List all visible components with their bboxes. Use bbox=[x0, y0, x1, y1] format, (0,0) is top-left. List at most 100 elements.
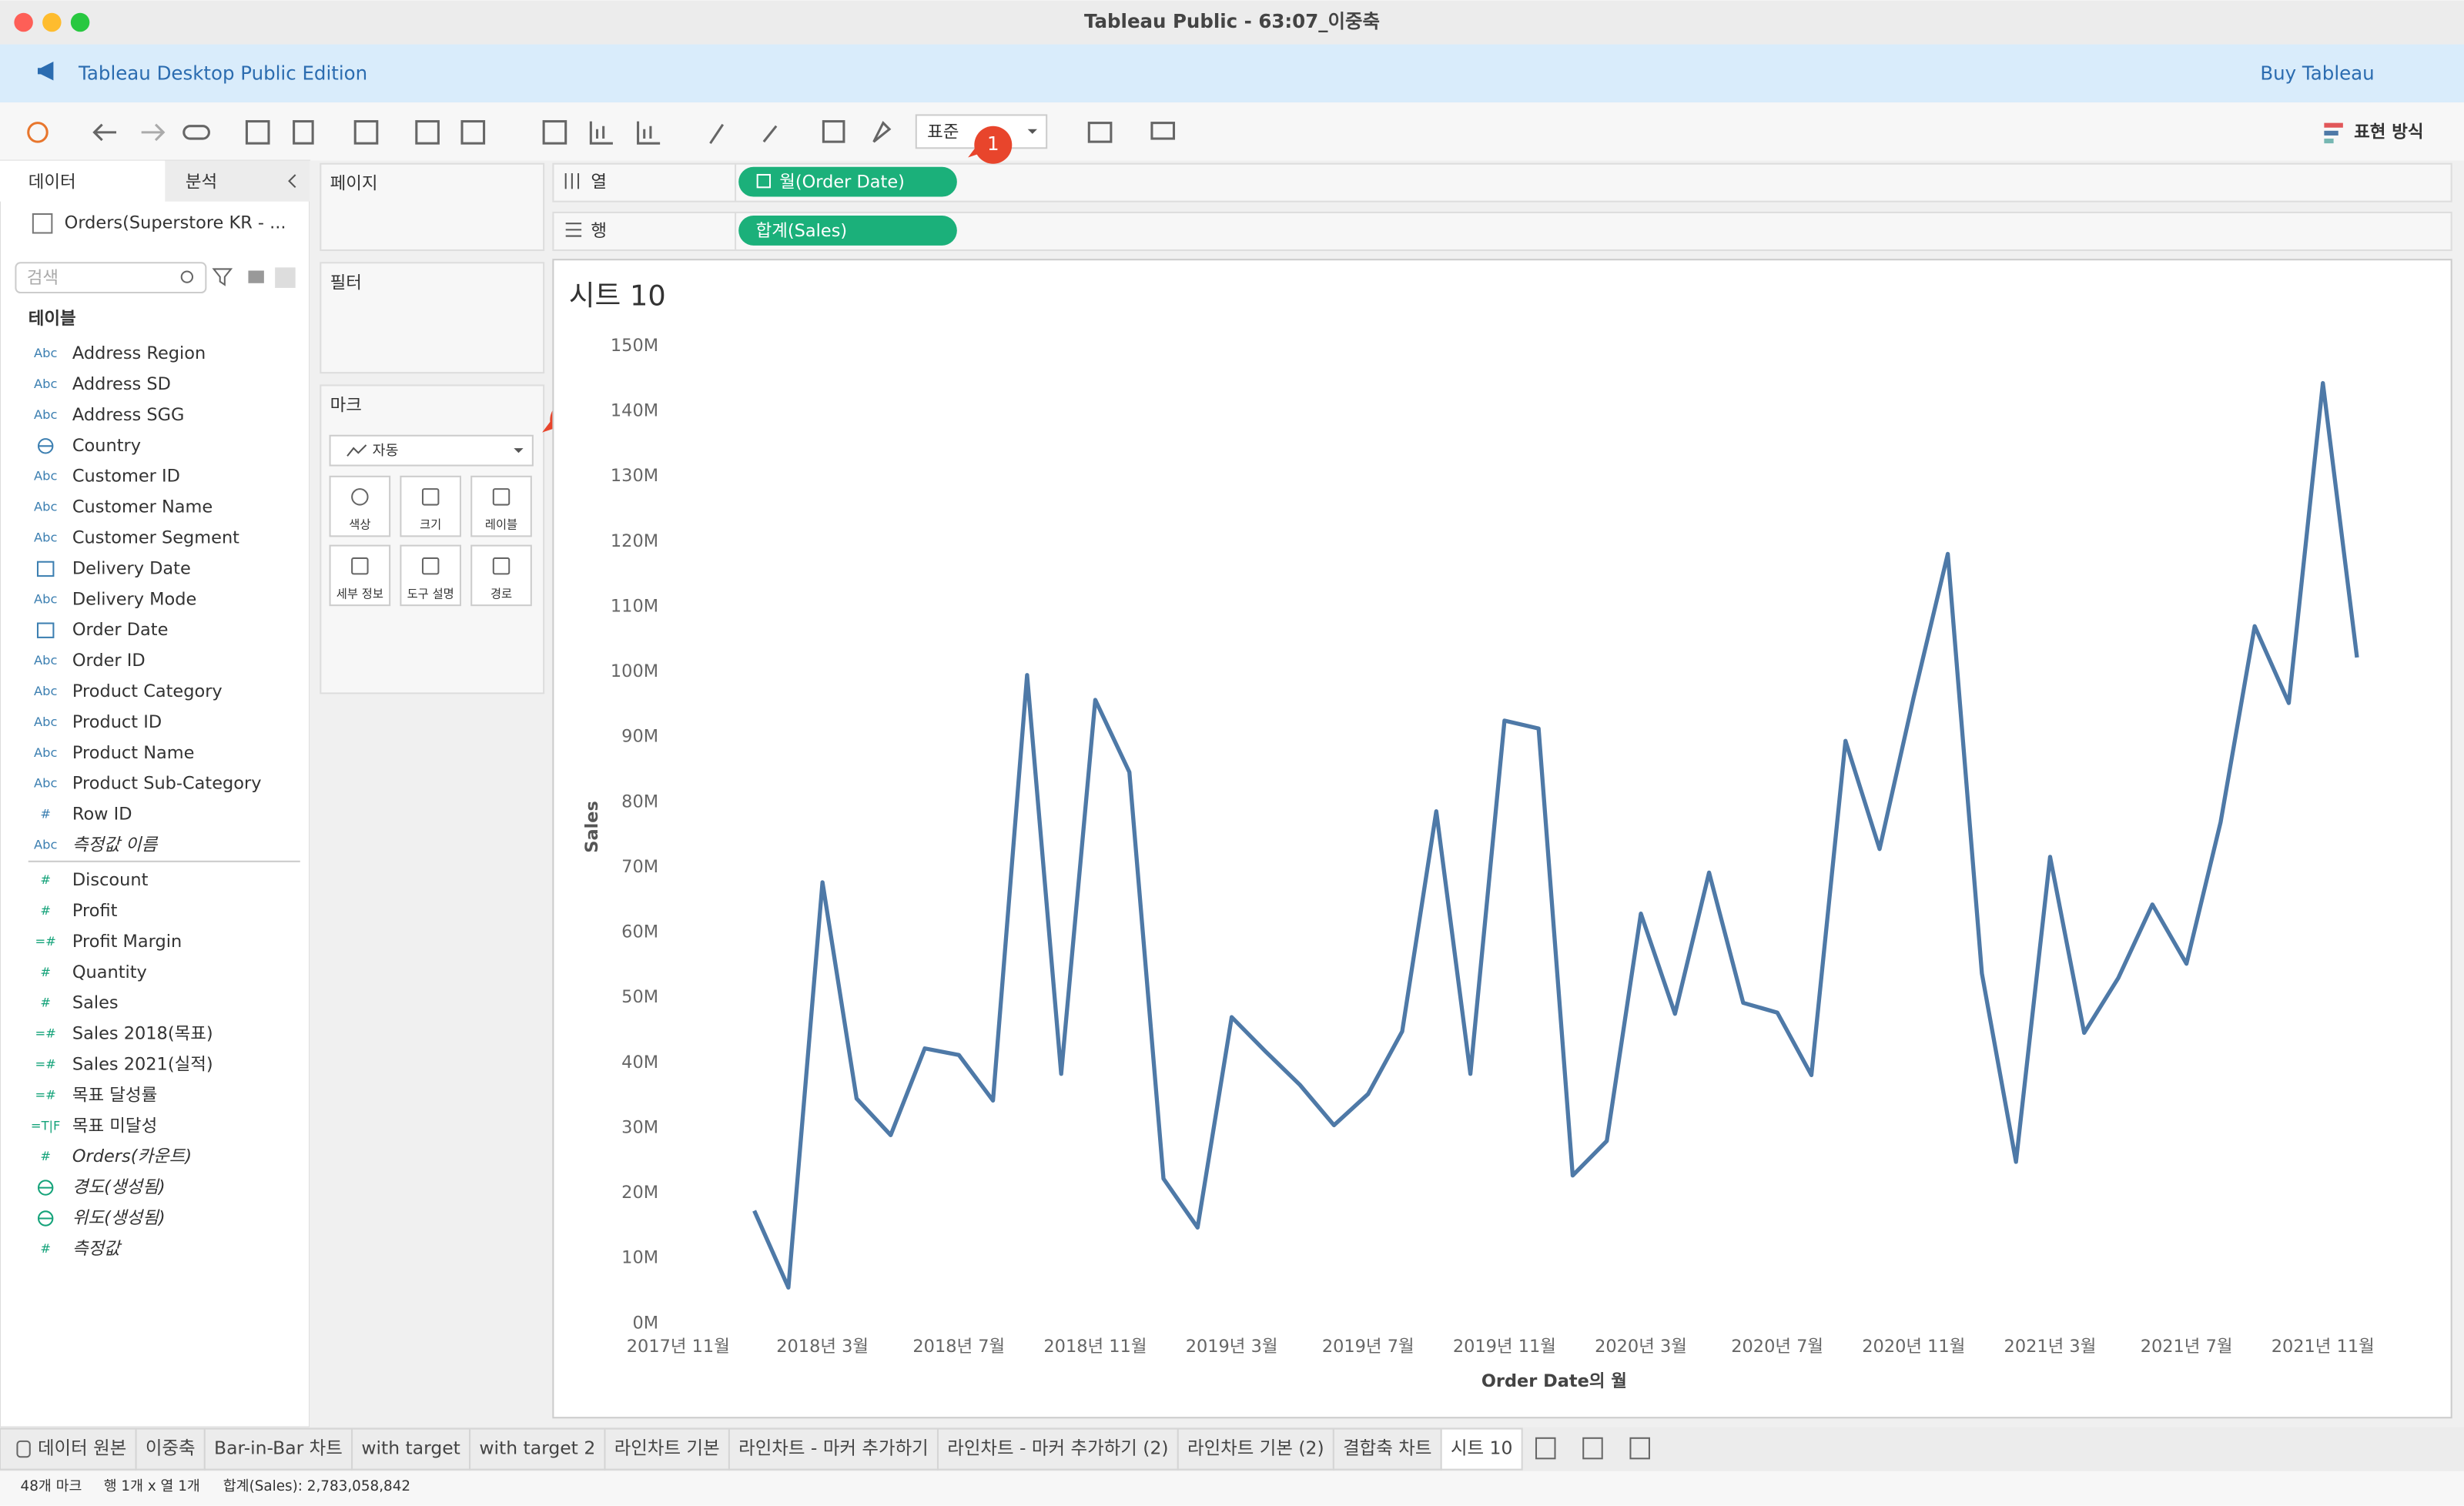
field-name[interactable]: Product Category bbox=[72, 681, 223, 701]
field-name[interactable]: Sales 2018(목표) bbox=[72, 1024, 213, 1044]
mark-type-dropdown[interactable] bbox=[329, 434, 534, 467]
callout-number: 1 bbox=[987, 132, 999, 155]
field-name[interactable]: Orders(카운트) bbox=[72, 1146, 192, 1166]
mark-card[interactable] bbox=[329, 544, 391, 607]
field-name[interactable]: Address SGG bbox=[72, 405, 185, 425]
field-icon: # bbox=[40, 903, 51, 918]
sheet-tab[interactable] bbox=[469, 1427, 606, 1471]
mark-card[interactable] bbox=[329, 475, 391, 537]
field-name[interactable]: Profit Margin bbox=[72, 932, 182, 952]
y-tick-label: 130M bbox=[611, 466, 658, 486]
field-name[interactable]: 목표 미달성 bbox=[72, 1116, 157, 1136]
column-pill[interactable] bbox=[738, 166, 957, 197]
field-name[interactable]: Country bbox=[72, 436, 141, 456]
x-tick-label: 2019년 3월 bbox=[1186, 1337, 1278, 1357]
sheet-tab-label: 라인차트 기본 (2) bbox=[1187, 1437, 1324, 1459]
field-icon: # bbox=[40, 965, 51, 979]
field-icon: # bbox=[40, 1149, 51, 1163]
field-name[interactable]: Customer Name bbox=[72, 497, 213, 517]
y-tick-label: 10M bbox=[621, 1248, 658, 1268]
analysis-tab-bg bbox=[165, 160, 310, 202]
new-sheet-button[interactable] bbox=[1582, 1437, 1603, 1460]
field-name[interactable]: 측정값 bbox=[72, 1239, 122, 1259]
sheet-tab[interactable] bbox=[728, 1427, 939, 1471]
pages-title: 페이지 bbox=[330, 174, 378, 194]
search-icon bbox=[180, 270, 194, 283]
field-icon: Abc bbox=[34, 407, 57, 422]
sheet-tab[interactable] bbox=[351, 1427, 471, 1471]
mark-card-label: 세부 정보 bbox=[336, 587, 383, 601]
x-tick-label: 2020년 11월 bbox=[1862, 1337, 1965, 1357]
buy-link[interactable]: Buy Tableau bbox=[2260, 62, 2374, 84]
row-pill[interactable] bbox=[738, 216, 957, 246]
status-dims: 행 1개 x 열 1개 bbox=[104, 1478, 200, 1494]
show-me[interactable]: 표현 방식 bbox=[2354, 122, 2423, 142]
sheet-tab[interactable] bbox=[1332, 1427, 1442, 1471]
zoom-button[interactable] bbox=[70, 12, 90, 32]
field-name[interactable]: Address SD bbox=[72, 374, 171, 394]
field-icon: Abc bbox=[34, 346, 57, 360]
field-name[interactable]: Delivery Mode bbox=[72, 589, 196, 609]
mark-card[interactable] bbox=[400, 544, 461, 607]
date-icon bbox=[36, 561, 55, 577]
close-button[interactable] bbox=[14, 12, 33, 32]
field-name[interactable]: Product ID bbox=[72, 712, 162, 732]
field-name[interactable]: Product Name bbox=[72, 743, 195, 763]
field-icon: =# bbox=[35, 1087, 56, 1102]
field-name[interactable]: Delivery Date bbox=[72, 558, 191, 578]
status-bar bbox=[0, 1471, 2464, 1506]
mark-card[interactable] bbox=[400, 475, 461, 537]
field-name[interactable]: 위도(생성됨) bbox=[72, 1208, 166, 1228]
search-box[interactable] bbox=[15, 262, 207, 294]
minimize-button[interactable] bbox=[42, 12, 62, 32]
sheet-tab[interactable] bbox=[1440, 1427, 1523, 1471]
x-axis-start-label: 2017년 11월 bbox=[627, 1337, 730, 1357]
field-icon: Abc bbox=[34, 530, 57, 545]
field-name[interactable]: Order Date bbox=[72, 620, 169, 640]
sheet-tab-label: 이중축 bbox=[146, 1437, 196, 1459]
new-sheet-button[interactable] bbox=[1629, 1437, 1650, 1460]
sheet-tab[interactable] bbox=[1177, 1427, 1334, 1471]
field-name[interactable]: Discount bbox=[72, 870, 149, 890]
analysis-tab[interactable]: 분석 bbox=[186, 172, 217, 192]
new-sheet-button[interactable] bbox=[1535, 1437, 1556, 1460]
field-name[interactable]: Product Sub-Category bbox=[72, 774, 262, 794]
field-name[interactable]: Quantity bbox=[72, 962, 147, 982]
field-icon: Abc bbox=[34, 776, 57, 791]
mark-card-label: 색상 bbox=[349, 518, 370, 532]
marks-card bbox=[320, 384, 545, 694]
field-name[interactable]: 경도(생성됨) bbox=[72, 1177, 166, 1197]
field-name[interactable]: Row ID bbox=[72, 805, 132, 825]
sheet-tab[interactable] bbox=[604, 1427, 730, 1471]
field-name[interactable]: Order ID bbox=[72, 651, 146, 671]
field-name[interactable]: Sales 2021(실적) bbox=[72, 1055, 213, 1075]
data-tab[interactable]: 데이터 bbox=[28, 172, 76, 192]
field-name[interactable]: 측정값 이름 bbox=[72, 835, 159, 855]
data-source[interactable]: Orders(Superstore KR - ... bbox=[65, 213, 286, 233]
view-dropdown[interactable] bbox=[275, 267, 296, 288]
mark-card[interactable] bbox=[470, 544, 532, 607]
field-name[interactable]: Customer ID bbox=[72, 467, 180, 487]
field-name[interactable]: Address Region bbox=[72, 343, 206, 363]
filter-icon[interactable] bbox=[212, 268, 233, 286]
field-name[interactable]: Sales bbox=[72, 993, 119, 1013]
mark-card-icon bbox=[421, 557, 440, 575]
sheet-tab-label: with target 2 bbox=[479, 1437, 595, 1459]
y-tick-label: 140M bbox=[611, 401, 658, 421]
field-name[interactable]: Profit bbox=[72, 901, 118, 921]
view-icon[interactable] bbox=[248, 270, 264, 283]
y-tick-label: 20M bbox=[621, 1183, 658, 1203]
field-name[interactable]: Customer Segment bbox=[72, 528, 239, 548]
sheet-tab[interactable] bbox=[135, 1427, 206, 1471]
collapse-arrow[interactable] bbox=[288, 174, 296, 189]
sheet-tab-label: with target bbox=[361, 1437, 460, 1459]
x-tick-label: 2018년 11월 bbox=[1043, 1337, 1147, 1357]
field-icon: =# bbox=[35, 934, 56, 949]
mark-card-icon bbox=[351, 557, 369, 575]
mark-card[interactable] bbox=[470, 475, 532, 537]
y-tick-label: 40M bbox=[621, 1053, 658, 1073]
field-name[interactable]: 목표 달성률 bbox=[72, 1085, 157, 1105]
columns-icon bbox=[564, 172, 580, 189]
pill-icon bbox=[756, 173, 772, 189]
sheet-tab[interactable] bbox=[936, 1427, 1179, 1471]
